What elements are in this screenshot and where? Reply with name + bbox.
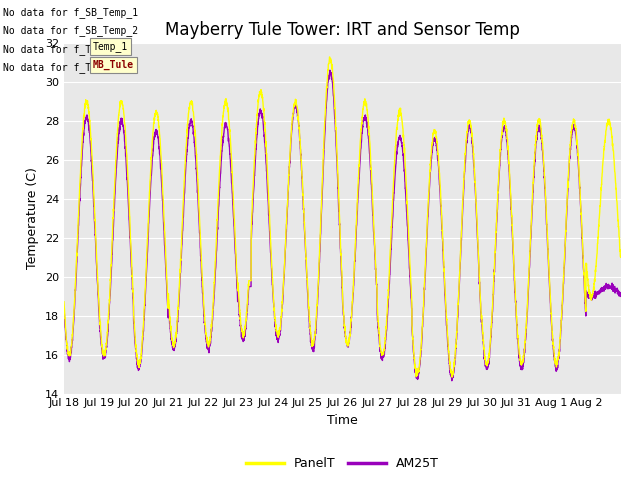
Text: No data for f_T_Temp_1: No data for f_T_Temp_1	[3, 44, 132, 55]
X-axis label: Time: Time	[327, 414, 358, 427]
Legend: PanelT, AM25T: PanelT, AM25T	[241, 452, 444, 475]
Y-axis label: Temperature (C): Temperature (C)	[26, 168, 39, 269]
Title: Mayberry Tule Tower: IRT and Sensor Temp: Mayberry Tule Tower: IRT and Sensor Temp	[165, 21, 520, 39]
Text: MB_Tule: MB_Tule	[93, 60, 134, 70]
Text: No data for f_SB_Temp_1: No data for f_SB_Temp_1	[3, 7, 138, 18]
Text: No data for f_SB_Temp_2: No data for f_SB_Temp_2	[3, 25, 138, 36]
Text: Temp_1: Temp_1	[93, 41, 128, 52]
Text: No data for f_Temp_2: No data for f_Temp_2	[3, 62, 121, 73]
